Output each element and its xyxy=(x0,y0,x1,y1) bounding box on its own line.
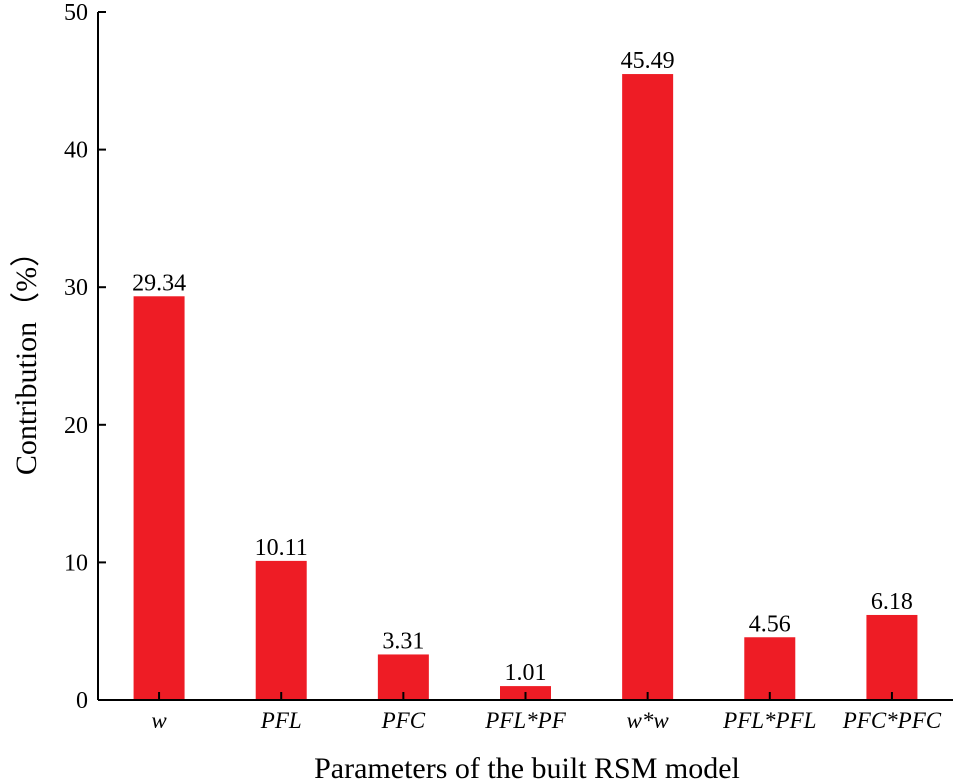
bar-value-label-6: 6.18 xyxy=(871,589,913,615)
plot-area: 29.34 10.11 3.31 1.01 45.49 4.56 6.18 0 10 20 30 40… xyxy=(64,0,953,733)
bar-value-label-5: 4.56 xyxy=(749,611,791,637)
x-tick-label-0: w xyxy=(151,708,167,733)
bar-5 xyxy=(744,637,796,700)
y-tick-label-2: 20 xyxy=(64,413,88,439)
bar-value-label-0: 29.34 xyxy=(132,270,186,296)
bar-value-label-2: 3.31 xyxy=(382,628,424,654)
y-tick-label-3: 30 xyxy=(64,275,88,301)
x-tick-label-5: PFL*PFL xyxy=(722,708,816,733)
x-tick-label-3: PFL*PF xyxy=(484,708,566,733)
x-tick-label-4: w*w xyxy=(627,708,670,733)
bar-4 xyxy=(622,74,674,700)
bar-1 xyxy=(255,560,307,700)
bar-0 xyxy=(133,296,185,700)
x-tick-label-6: PFC*PFC xyxy=(842,708,942,733)
y-tick-label-0: 0 xyxy=(76,688,88,714)
y-tick-label-1: 10 xyxy=(64,550,88,576)
y-axis-title: Contribution（%） xyxy=(10,237,43,475)
y-tick-label-5: 50 xyxy=(64,0,88,26)
bar-value-label-3: 1.01 xyxy=(505,660,547,686)
x-axis-title: Parameters of the built RSM model xyxy=(314,752,740,784)
x-tick-label-2: PFC xyxy=(381,708,426,733)
y-tick-label-4: 40 xyxy=(64,138,88,164)
bar-value-label-1: 10.11 xyxy=(255,535,308,561)
bar-value-label-4: 45.49 xyxy=(621,48,675,74)
bar-6 xyxy=(866,614,918,700)
x-tick-label-1: PFL xyxy=(260,708,302,733)
